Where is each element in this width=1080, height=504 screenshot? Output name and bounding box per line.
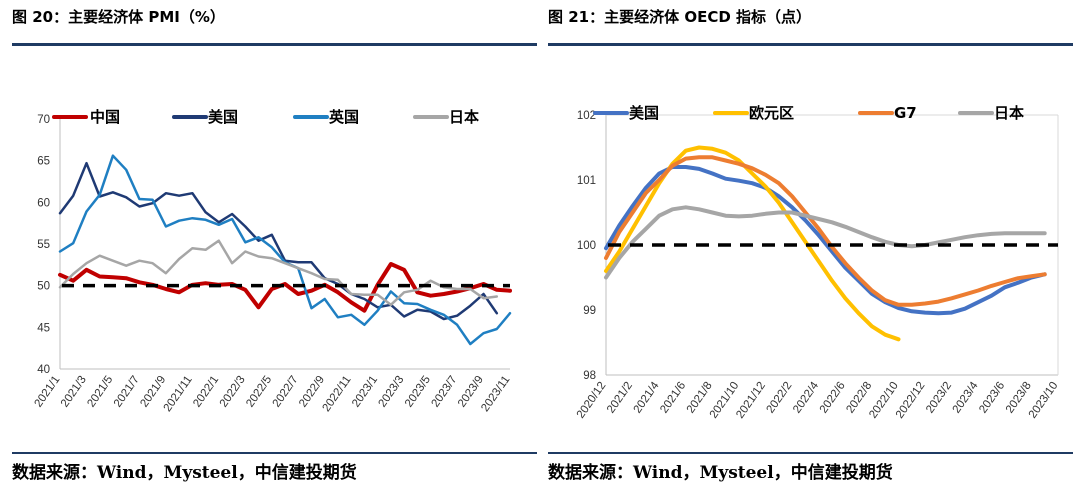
series-line-中国 xyxy=(58,262,512,313)
x-tick-label: 2023/1 xyxy=(350,374,380,410)
legend-label: 英国 xyxy=(329,108,359,126)
series-line-美国 xyxy=(604,165,1047,316)
left-panel: 图 20：主要经济体 PMI（%） 40 45 50 55 60 65 70 2021/1 20… xyxy=(12,0,537,504)
legend-label: 欧元区 xyxy=(749,104,794,122)
chart-title: 图 20：主要经济体 PMI（%） xyxy=(12,8,225,26)
y-tick-label: 45 xyxy=(37,322,50,334)
x-tick-label: 2023/3 xyxy=(377,374,407,410)
legend-label: 日本 xyxy=(449,108,479,126)
series-line-G7 xyxy=(604,155,1047,307)
x-tick-label: 2023/4 xyxy=(951,379,981,415)
x-tick-label: 2021/7 xyxy=(112,374,142,410)
legend-label: 日本 xyxy=(994,104,1024,122)
legend-label: 中国 xyxy=(90,108,120,126)
y-tick-label: 101 xyxy=(577,175,596,187)
series-line-美国 xyxy=(58,161,499,321)
x-tick-label: 2021/3 xyxy=(59,374,89,410)
y-tick-label: 55 xyxy=(37,239,50,251)
series-line-日本 xyxy=(604,205,1047,280)
y-tick-label: 65 xyxy=(37,156,50,168)
x-tick-label: 2023/6 xyxy=(977,380,1007,416)
data-source: 数据来源：Wind，Mysteel，中信建投期货 xyxy=(548,463,893,483)
y-tick-label: 70 xyxy=(37,114,50,126)
y-tick-label: 98 xyxy=(583,370,596,382)
right-panel: 图 21：主要经济体 OECD 指标（点） 98 99 100 101 102 2020/… xyxy=(548,0,1073,504)
y-tick-label: 100 xyxy=(577,240,596,252)
x-tick-label: 2023/5 xyxy=(403,374,433,410)
title-divider xyxy=(12,43,537,46)
source-divider xyxy=(12,452,537,454)
x-tick-label: 2022/6 xyxy=(818,380,848,416)
x-tick-label: 2021/6 xyxy=(658,380,688,416)
x-tick-label: 2023/7 xyxy=(430,374,460,410)
x-tick-label: 2022/2 xyxy=(765,380,795,416)
x-tick-label: 2022/5 xyxy=(244,374,274,410)
source-divider xyxy=(548,452,1073,454)
x-tick-label: 2022/1 xyxy=(191,374,221,410)
x-tick-label: 2022/4 xyxy=(791,379,821,415)
legend-label: 美国 xyxy=(629,104,659,122)
x-tick-label: 2023/2 xyxy=(924,380,954,416)
x-tick-label: 2022/7 xyxy=(271,374,301,410)
x-tick-label: 2022/3 xyxy=(218,374,248,410)
x-tick-label: 2021/5 xyxy=(85,374,115,410)
y-tick-label: 50 xyxy=(37,281,50,293)
y-tick-label: 60 xyxy=(37,197,50,209)
y-tick-label: 99 xyxy=(583,305,596,317)
data-source: 数据来源：Wind，Mysteel，中信建投期货 xyxy=(12,463,357,483)
x-tick-label: 2020/12 xyxy=(575,380,609,421)
x-tick-label: 2021/1 xyxy=(32,374,62,410)
series-line-欧元区 xyxy=(604,145,901,342)
y-tick-label: 40 xyxy=(37,364,50,376)
series-line-英国 xyxy=(58,154,512,346)
x-tick-label: 2021/2 xyxy=(605,380,635,416)
x-tick-label: 2021/4 xyxy=(632,379,662,415)
chart-title: 图 21：主要经济体 OECD 指标（点） xyxy=(548,8,811,26)
legend-label: 美国 xyxy=(208,108,238,126)
y-tick-label: 102 xyxy=(577,110,596,122)
title-divider xyxy=(548,43,1073,46)
legend-label: G7 xyxy=(894,104,917,122)
